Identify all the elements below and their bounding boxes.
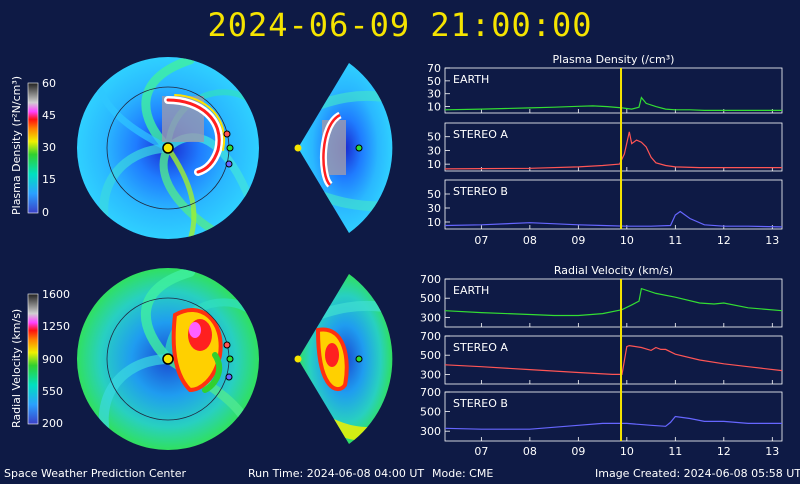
series-line-earth: [444, 287, 783, 317]
x-tick-label: 10: [620, 445, 634, 458]
y-tick-label: 300: [420, 368, 441, 381]
y-tick-label: 500: [420, 406, 441, 419]
y-tick-label: 50: [427, 131, 441, 144]
panel-series-name: EARTH: [453, 73, 489, 86]
x-tick-label: 09: [571, 234, 585, 247]
x-tick-label: 12: [717, 445, 731, 458]
y-tick-label: 700: [420, 330, 441, 343]
y-tick-label: 500: [420, 292, 441, 305]
panel-series-name: STEREO A: [453, 128, 508, 141]
chart-title: Radial Velocity (km/s): [554, 264, 673, 277]
footer-run-time: Run Time: 2024-06-08 04:00 UT: [248, 467, 425, 480]
plot-panel-frame: [444, 335, 783, 385]
y-tick-label: 50: [427, 188, 441, 201]
y-tick-label: 500: [420, 349, 441, 362]
y-tick-label: 10: [427, 216, 441, 229]
plot-panel-frame: [444, 67, 783, 114]
y-tick-label: 300: [420, 425, 441, 438]
y-tick-label: 10: [427, 101, 441, 114]
velocity-colorbar-tick: 550: [42, 385, 63, 398]
series-line-stereo-b: [444, 415, 782, 430]
velocity-colorbar-tick: 1250: [42, 320, 70, 333]
y-tick-label: 50: [427, 75, 441, 88]
velocity-colorbar-label: Radial Velocity (km/s): [10, 309, 23, 428]
x-tick-label: 08: [523, 445, 537, 458]
panel-series-name: STEREO B: [453, 397, 508, 410]
density-colorbar-tick: 60: [42, 77, 56, 90]
panel-series-name: EARTH: [453, 284, 489, 297]
x-tick-label: 07: [474, 445, 488, 458]
panel-series-name: STEREO A: [453, 341, 508, 354]
plot-panel-frame: [444, 179, 783, 230]
y-tick-label: 300: [420, 311, 441, 324]
density-meridional-wedge: [294, 63, 393, 233]
x-tick-label: 11: [668, 445, 682, 458]
density-colorbar-label: Plasma Density (r²N/cm³): [10, 76, 23, 215]
footer-mode: Mode: CME: [432, 467, 494, 480]
footer-org: Space Weather Prediction Center: [4, 467, 186, 480]
plot-panel-frame: [444, 278, 783, 328]
y-tick-label: 30: [427, 88, 441, 101]
density-colorbar-tick: 45: [42, 109, 56, 122]
x-tick-label: 13: [765, 234, 779, 247]
y-tick-label: 700: [420, 386, 441, 399]
y-tick-label: 30: [427, 144, 441, 157]
footer-created: Image Created: 2024-06-08 05:58 UT: [595, 467, 800, 480]
x-tick-label: 08: [523, 234, 537, 247]
plot-panel-frame: [444, 122, 783, 172]
timestamp-title: 2024-06-09 21:00:00: [207, 6, 593, 44]
density-colorbar-gradient: [27, 82, 39, 214]
series-line-stereo-b: [444, 210, 783, 228]
velocity-colorbar-gradient: [27, 293, 39, 425]
x-tick-label: 12: [717, 234, 731, 247]
velocity-ecliptic-map: [77, 268, 259, 450]
panel-series-name: STEREO B: [453, 185, 508, 198]
x-tick-label: 10: [620, 234, 634, 247]
y-tick-label: 30: [427, 202, 441, 215]
velocity-meridional-wedge: [294, 274, 393, 444]
x-tick-label: 07: [474, 234, 488, 247]
time-series-plots: Plasma Density (/cm³)70503010EARTH503010…: [420, 53, 783, 458]
series-line-stereo-a: [444, 131, 782, 170]
y-tick-label: 700: [420, 273, 441, 286]
x-tick-label: 09: [571, 445, 585, 458]
y-tick-label: 70: [427, 62, 441, 75]
velocity-colorbar-tick: 1600: [42, 288, 70, 301]
density-colorbar-tick: 30: [42, 141, 56, 154]
plot-panel-frame: [444, 391, 783, 442]
density-ecliptic-map: [77, 57, 259, 239]
x-tick-label: 11: [668, 234, 682, 247]
velocity-colorbar-tick: 200: [42, 417, 63, 430]
density-colorbar-tick: 0: [42, 206, 49, 219]
density-colorbar-tick: 15: [42, 173, 56, 186]
chart-title: Plasma Density (/cm³): [553, 53, 675, 66]
series-line-stereo-a: [444, 344, 783, 375]
y-tick-label: 10: [427, 158, 441, 171]
density-colorbar: 60 45 30 15 0 Plasma Density (r²N/cm³): [10, 76, 56, 219]
series-line-earth: [444, 96, 782, 112]
velocity-colorbar-tick: 900: [42, 353, 63, 366]
velocity-colorbar: 1600 1250 900 550 200 Radial Velocity (k…: [10, 288, 70, 430]
x-tick-label: 13: [765, 445, 779, 458]
